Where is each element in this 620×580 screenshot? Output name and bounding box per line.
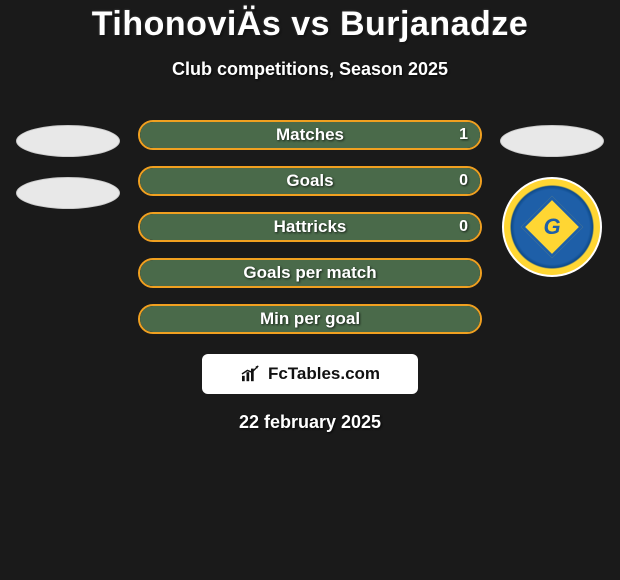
stat-bar: Min per goal [138, 304, 482, 334]
chart-icon [240, 365, 262, 383]
page-title: TihonoviÄs vs Burjanadze [0, 5, 620, 44]
comparison-card: TihonoviÄs vs Burjanadze Club competitio… [0, 0, 620, 433]
comparison-date: 22 february 2025 [0, 412, 620, 433]
stat-bar: Matches 1 [138, 120, 482, 150]
stat-bar: Goals per match [138, 258, 482, 288]
site-badge[interactable]: FcTables.com [202, 354, 418, 394]
comparison-row: Matches 1 Goals 0 Hattricks 0 Goals per match M… [0, 120, 620, 334]
stat-label: Matches [276, 125, 344, 145]
club-badge: G [502, 177, 602, 277]
right-player-column: G [492, 120, 612, 277]
stat-label: Goals per match [243, 263, 376, 283]
stat-label: Min per goal [260, 309, 360, 329]
stat-value-right: 0 [459, 218, 468, 236]
subtitle: Club competitions, Season 2025 [0, 59, 620, 80]
player-placeholder-oval [16, 177, 120, 209]
site-name: FcTables.com [268, 364, 380, 384]
stats-column: Matches 1 Goals 0 Hattricks 0 Goals per match M… [128, 120, 492, 334]
player-placeholder-oval [16, 125, 120, 157]
stat-value-right: 1 [459, 126, 468, 144]
stat-bar: Goals 0 [138, 166, 482, 196]
stat-value-right: 0 [459, 172, 468, 190]
stat-bar: Hattricks 0 [138, 212, 482, 242]
stat-label: Hattricks [274, 217, 347, 237]
club-badge-letter: G [543, 214, 560, 240]
left-player-column [8, 120, 128, 209]
player-placeholder-oval [500, 125, 604, 157]
stat-label: Goals [286, 171, 333, 191]
